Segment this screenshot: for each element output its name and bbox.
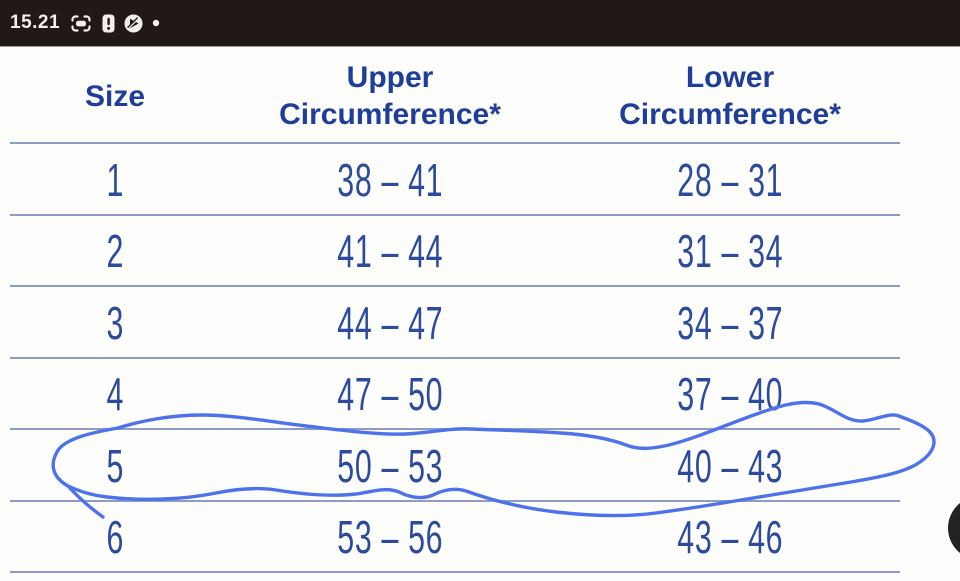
row-divider xyxy=(10,285,900,287)
cell-size: 4 xyxy=(106,368,124,421)
cell-lower: 34 – 37 xyxy=(677,296,783,349)
header-upper-circumference: Upper Circumference* xyxy=(279,61,501,131)
battery-alert-icon xyxy=(102,14,115,33)
cell-size: 6 xyxy=(106,511,124,564)
header-size: Size xyxy=(84,79,146,113)
row-divider xyxy=(10,213,900,216)
cell-upper: 38 – 41 xyxy=(337,153,443,206)
clock-time: 15.21 xyxy=(10,12,61,33)
cell-size: 3 xyxy=(106,296,124,349)
cell-size: 2 xyxy=(106,225,124,278)
screenshot-icon xyxy=(69,14,93,33)
table-row-size-3: 3 44 – 47 34 – 37 xyxy=(0,287,960,359)
row-divider xyxy=(10,142,900,144)
cell-upper: 44 – 47 xyxy=(337,296,443,349)
table-row-size-6: 6 53 – 56 43 – 46 xyxy=(0,502,960,573)
row-divider xyxy=(10,356,900,359)
table-header-row: Size Upper Circumference* Lower Circumfe… xyxy=(0,48,960,144)
browser-play-icon xyxy=(124,14,143,33)
header-lower-circumference: Lower Circumference* xyxy=(619,61,841,131)
status-bar: 15.21 xyxy=(0,0,960,47)
table-row-size-4: 4 47 – 50 37 – 40 xyxy=(0,359,960,430)
cell-upper: 47 – 50 xyxy=(337,368,443,421)
row-divider xyxy=(10,571,900,573)
cell-upper: 50 – 53 xyxy=(337,439,443,492)
cell-lower: 31 – 34 xyxy=(677,225,783,278)
cell-lower: 37 – 40 xyxy=(677,368,783,421)
table-row-size-2: 2 41 – 44 31 – 34 xyxy=(0,216,960,287)
table-row-size-5-highlighted: 5 50 – 53 40 – 43 xyxy=(0,430,960,502)
cell-upper: 53 – 56 xyxy=(337,511,443,564)
cell-lower: 43 – 46 xyxy=(677,511,783,564)
cell-size: 1 xyxy=(106,153,124,206)
cell-lower: 40 – 43 xyxy=(677,439,783,492)
cell-size: 5 xyxy=(106,439,124,492)
table-row-size-1: 1 38 – 41 28 – 31 xyxy=(0,144,960,216)
cell-upper: 41 – 44 xyxy=(337,225,443,278)
notification-dot-icon xyxy=(152,19,160,27)
size-chart-table: Size Upper Circumference* Lower Circumfe… xyxy=(0,48,960,581)
cell-lower: 28 – 31 xyxy=(677,153,783,206)
